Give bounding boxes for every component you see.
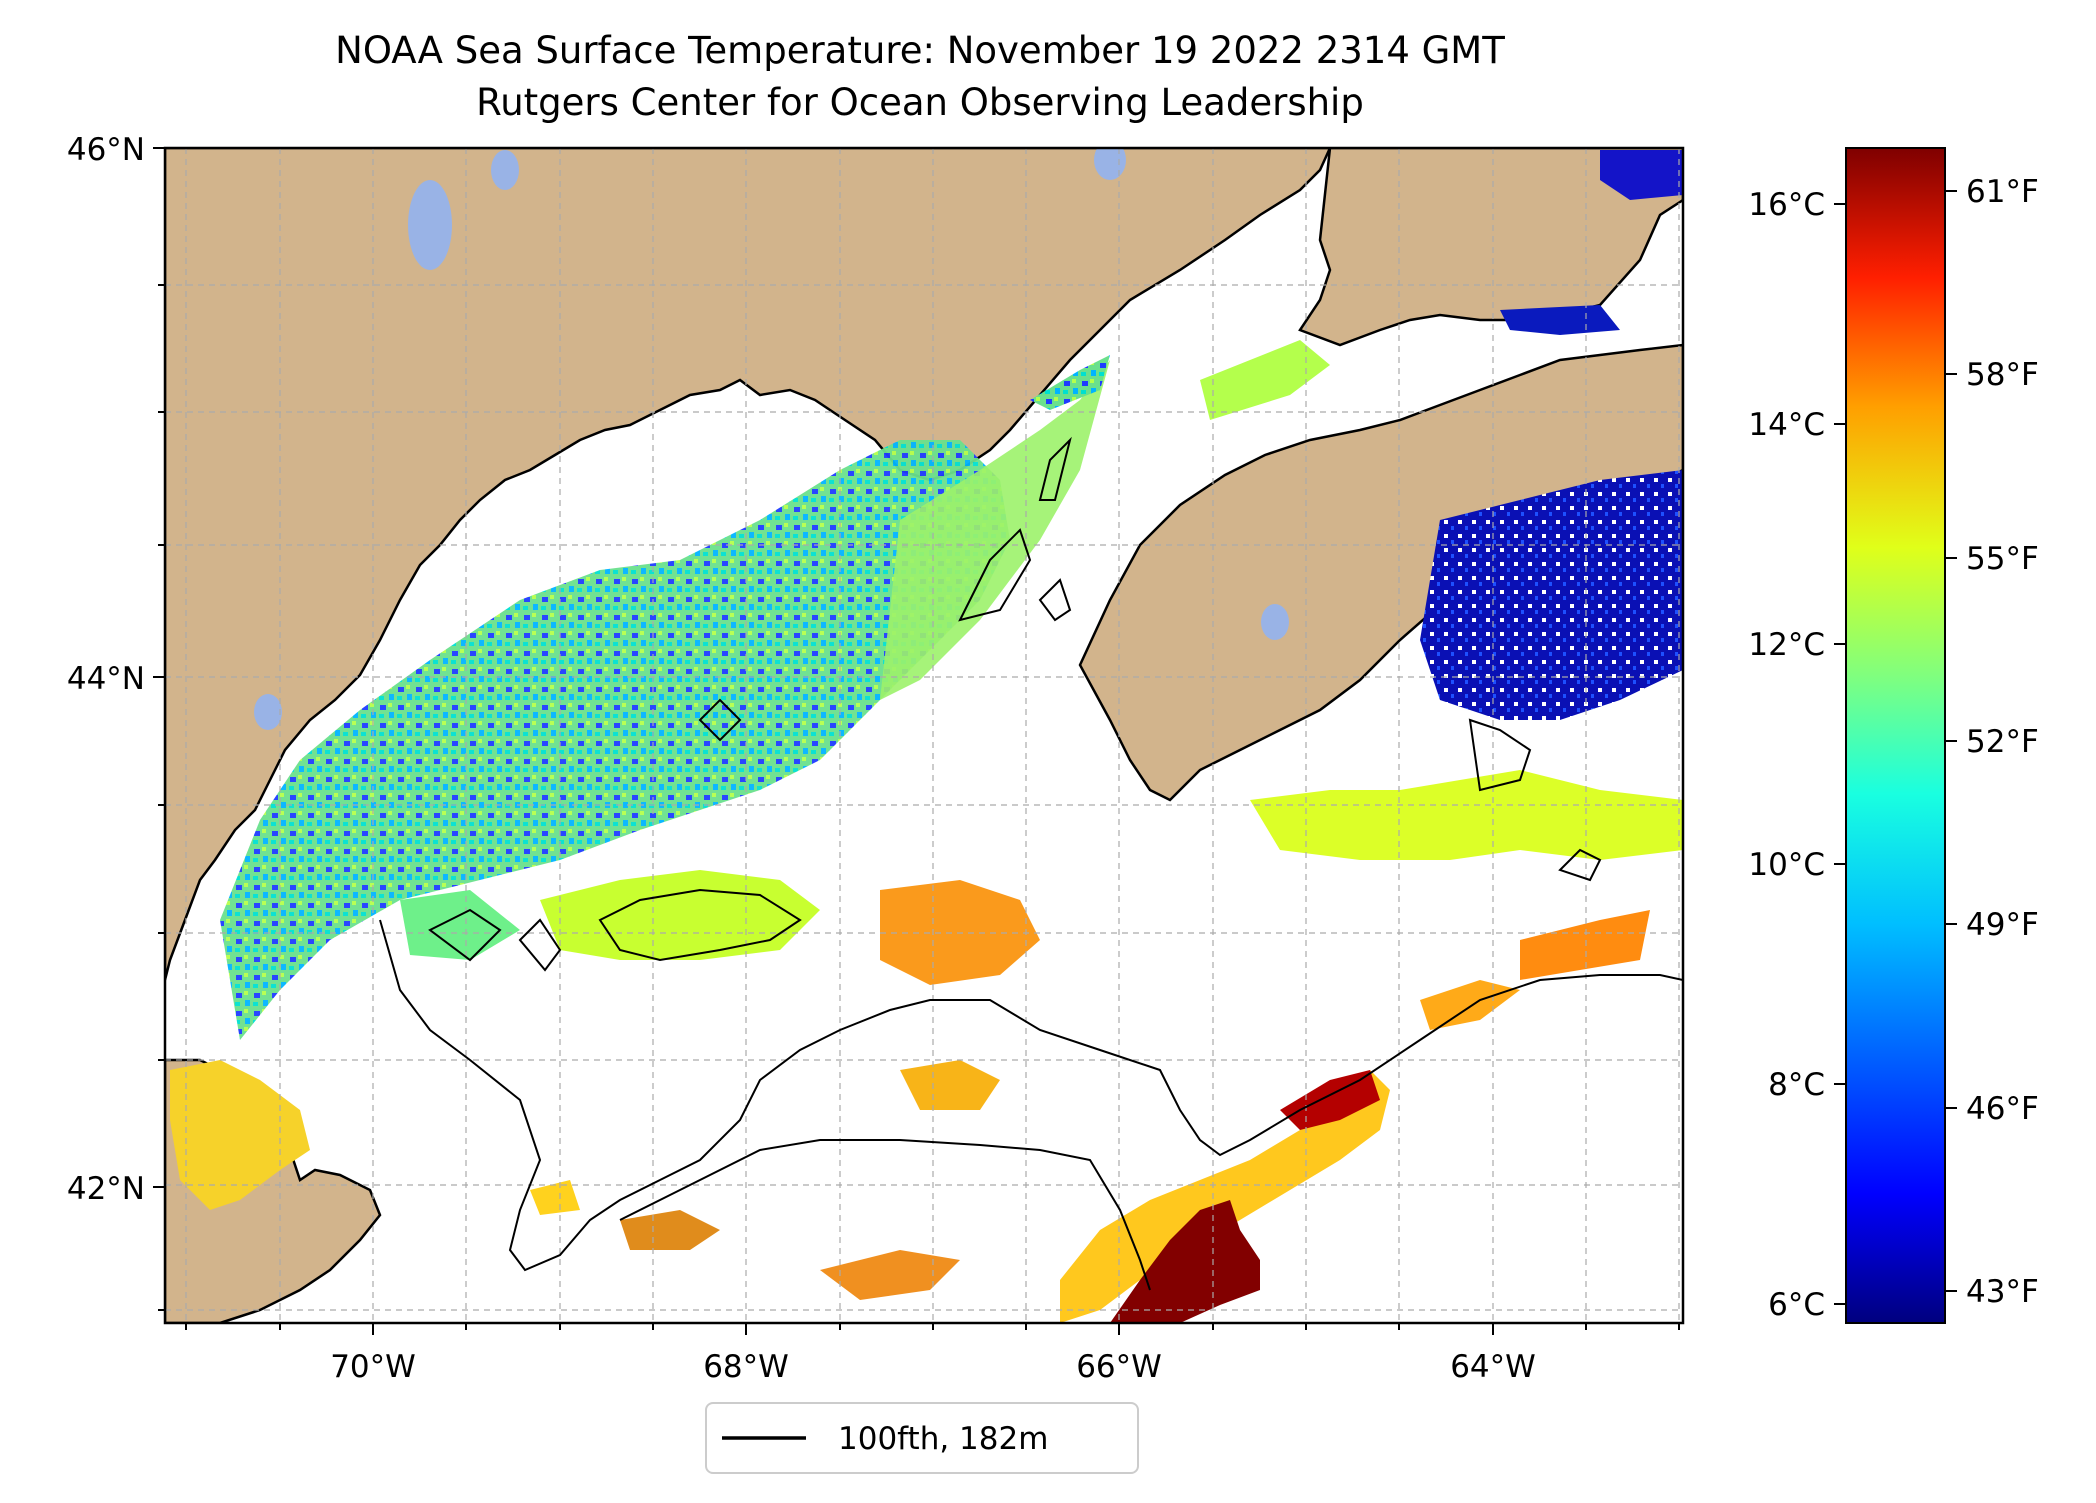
lon-label-66w: 66°W [1076,1349,1162,1385]
map-frame [163,146,1685,1325]
lake [254,694,282,730]
colorbar-f-label: 55°F [1966,541,2039,577]
map-subtitle: Rutgers Center for Ocean Observing Leade… [476,81,1364,124]
legend-label: 100fth, 182m [838,1421,1048,1457]
isobath-100fth [379,436,1683,1291]
colorbar-f-label: 46°F [1966,1091,2039,1127]
lat-label-42n: 42°N [67,1171,145,1207]
lat-label-46n: 46°N [67,132,145,168]
colorbar-c-label: 8°C [1768,1067,1825,1103]
lake [491,150,519,190]
colorbar-f-label: 58°F [1966,357,2039,393]
colorbar-ticks [1834,190,1957,1305]
legend-box [705,1402,1139,1474]
colorbar-c-label: 12°C [1748,627,1825,663]
lat-label-44n: 44°N [67,661,145,697]
colorbar-c-label: 6°C [1768,1287,1825,1323]
sst-field [170,150,1683,1323]
map-title: NOAA Sea Surface Temperature: November 1… [335,29,1505,72]
land-new-brunswick [1298,148,1683,347]
colorbar-c-label: 14°C [1748,407,1825,443]
lon-label-70w: 70°W [330,1349,416,1385]
gridlines [165,148,1683,1323]
colorbar-c-label: 10°C [1748,847,1825,883]
colorbar-gradient [1845,147,1946,1324]
lake [408,180,452,270]
colorbar: 16°C 14°C 12°C 10°C 8°C 6°C 61°F 58°F 55… [1748,147,2039,1324]
axis-ticks [153,147,1680,1335]
colorbar-f-label: 52°F [1966,724,2039,760]
lon-label-68w: 68°W [703,1349,789,1385]
lake [1094,148,1126,180]
colorbar-f-label: 49°F [1966,907,2039,943]
lon-label-64w: 64°W [1450,1349,1536,1385]
lake [1261,604,1289,640]
colorbar-c-label: 16°C [1748,187,1825,223]
colorbar-f-label: 61°F [1966,174,2039,210]
colorbar-f-label: 43°F [1966,1274,2039,1310]
legend: 100fth, 182m [705,1402,1139,1474]
land-mainland [165,148,1332,981]
map-area [165,148,1683,1323]
